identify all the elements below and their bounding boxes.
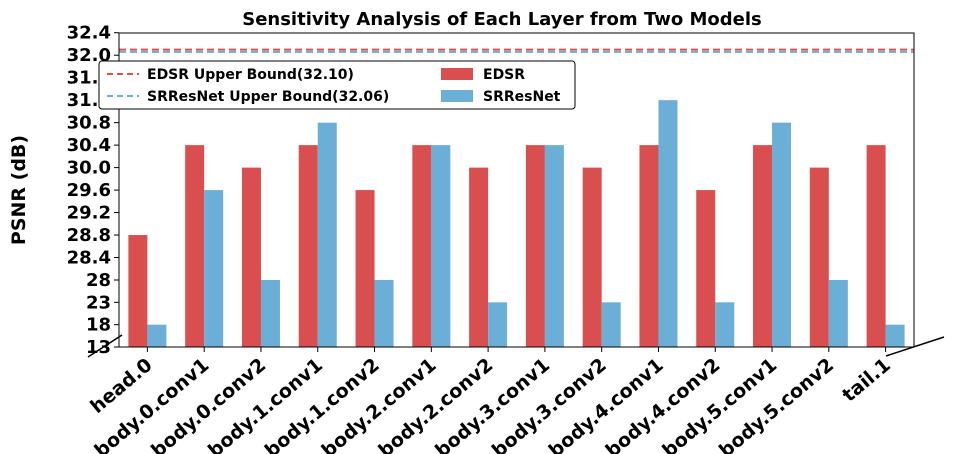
y-tick-label: 28.4 [67,248,111,269]
chart-title: Sensitivity Analysis of Each Layer from … [242,9,762,30]
axis-break-marks [87,334,945,358]
y-tick-label: 32.4 [67,23,111,44]
bar-srresnet-tail-1 [885,324,905,347]
legend: EDSR Upper Bound(32.10) SRResNet Upper Bo… [98,60,576,110]
bar-edsr-body-2-conv2 [469,167,489,347]
bar-srresnet-head-0 [147,324,167,347]
y-tick-label: 30.0 [67,158,111,179]
legend-label-edsr: EDSR [483,67,525,83]
bar-srresnet-body-5-conv2 [828,280,848,347]
bar-srresnet-body-2-conv1 [431,145,451,347]
bar-edsr-body-5-conv1 [753,145,773,347]
bar-srresnet-body-4-conv1 [658,100,678,347]
y-tick-label: 29.2 [67,203,111,224]
x-axis-ticks: head.0body.0.conv1body.0.conv2body.1.con… [86,347,895,454]
y-tick-label: 30.8 [67,113,111,134]
y-tick-label: 23 [86,292,111,313]
y-tick-label: 32.0 [67,45,111,66]
x-tick-label: tail.1 [838,354,895,406]
axis-break-right [885,336,945,357]
axis-break-left [87,334,123,358]
bar-srresnet-body-3-conv1 [544,145,564,347]
bar-srresnet-body-1-conv1 [317,122,337,347]
bar-edsr-body-0-conv1 [185,145,205,347]
bar-srresnet-body-1-conv2 [374,280,394,347]
y-tick-label: 18 [86,315,111,336]
bar-edsr-body-5-conv2 [809,167,829,347]
legend-label-ref-1: SRResNet Upper Bound(32.06) [147,89,389,105]
y-tick-label: 30.4 [67,135,111,156]
bar-edsr-tail-1 [866,145,886,347]
bar-edsr-body-2-conv1 [412,145,432,347]
bar-edsr-body-3-conv1 [525,145,545,347]
bar-srresnet-body-4-conv2 [715,302,735,347]
y-axis-ticks: 1318232828.428.829.229.630.030.430.831.2… [67,23,119,358]
y-tick-label: 28 [86,270,111,291]
legend-label-srresnet: SRResNet [483,89,561,105]
bar-srresnet-body-0-conv2 [260,280,280,347]
bar-srresnet-body-2-conv2 [488,302,508,347]
reference-lines [119,48,914,53]
bar-edsr-body-0-conv2 [241,167,261,347]
y-tick-label: 13 [86,337,111,358]
bar-edsr-body-3-conv2 [582,167,602,347]
bar-edsr-body-1-conv1 [298,145,318,347]
y-tick-label: 28.8 [67,225,111,246]
bar-srresnet-body-3-conv2 [601,302,621,347]
y-tick-label: 29.6 [67,180,111,201]
y-axis-label: PSNR (dB) [8,135,30,245]
bar-edsr-body-4-conv1 [639,145,659,347]
bar-edsr-head-0 [128,235,148,347]
bar-edsr-body-1-conv2 [355,190,375,347]
bar-srresnet-body-0-conv1 [204,190,224,347]
legend-swatch-srresnet [441,90,473,102]
legend-label-ref-0: EDSR Upper Bound(32.10) [147,67,354,83]
bar-edsr-body-4-conv2 [696,190,716,347]
bars [128,100,905,347]
legend-swatch-edsr [441,68,473,80]
bar-srresnet-body-5-conv1 [772,122,792,347]
